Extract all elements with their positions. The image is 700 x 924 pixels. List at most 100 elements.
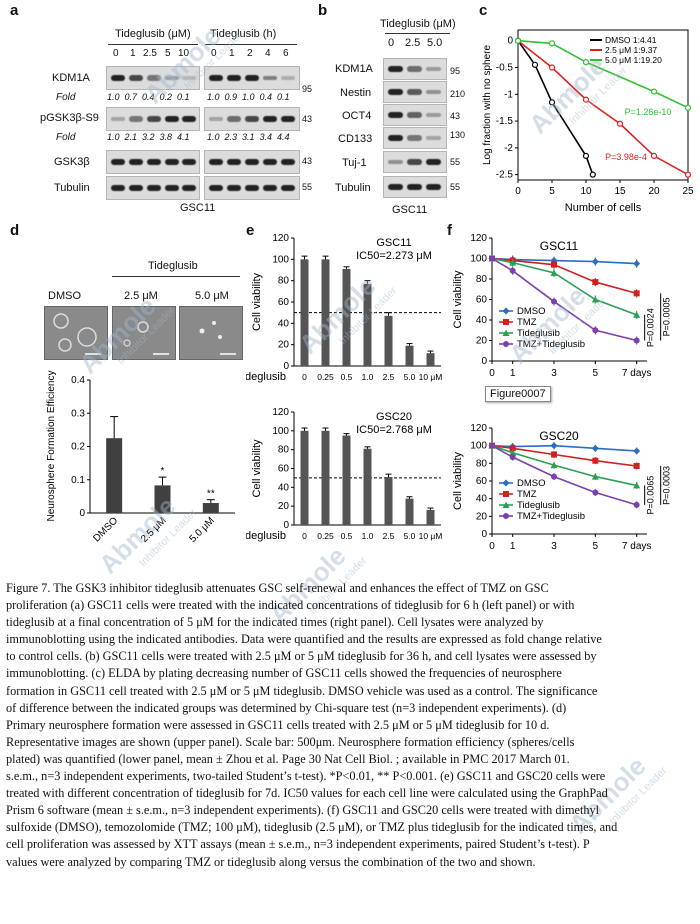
panel-letter-e: e (246, 222, 255, 239)
x-tick-label: 7 days (622, 541, 651, 552)
data-point (582, 59, 590, 66)
chart-c: 0 5 10 15 20 25 0 -0.5 -1 -1.5 -2 -2.5 Number of cel… (482, 29, 694, 214)
chart-subtitle: IC50=2.273 μM (356, 250, 432, 262)
y-tick-label: 100 (470, 441, 487, 452)
legend-entry: 5.0 μM 1:19.20 (605, 55, 662, 65)
data-point (502, 329, 510, 336)
caption-line: sulfoxide (DMSO), temozolomide (TMZ; 100… (6, 820, 618, 835)
x-tick-label: DMSO (91, 515, 120, 544)
chart-subtitle: IC50=2.768 μM (356, 424, 432, 436)
y-tick-label: 0 (283, 520, 289, 531)
legend-entry: DMSO (517, 478, 546, 489)
b-mw: 55 (450, 182, 461, 192)
data-point (591, 473, 599, 480)
bar (384, 315, 393, 366)
bar (202, 503, 219, 513)
plot-frame (517, 29, 689, 181)
d-image-label: 2.5 μM (124, 290, 158, 302)
caption-line: cell proliferation was assessed by XTT a… (6, 837, 590, 852)
a-fold2-left: 1.0 2.1 3.2 3.8 4.1 (107, 132, 190, 142)
a-tick: 5 (165, 48, 171, 59)
legend-entry: TMZ (517, 489, 537, 500)
y-tick-label: 0 (507, 36, 513, 47)
annotation-p: P=1.26e-10 (625, 107, 672, 117)
blot-kdm1a-conc (106, 66, 200, 90)
data-point (531, 61, 539, 68)
data-point (489, 442, 495, 449)
x-tick-label: 0 (302, 531, 307, 541)
a-row-label: Fold (56, 132, 76, 143)
bar (363, 448, 372, 525)
a-row-label: GSK3β (54, 156, 90, 168)
caption-line: values were analyzed by comparing TMZ or… (6, 854, 536, 869)
y-axis-label: Cell viability (251, 439, 263, 498)
blot-b-kdm1a (383, 58, 447, 80)
caption-line: proliferation (a) GSC11 cells were treat… (6, 598, 575, 613)
a-row-label: Tubulin (54, 182, 90, 194)
a-tick: 0 (211, 48, 217, 59)
x-tick-label: 7 days (622, 368, 651, 379)
x-tick-label: 0.25 (317, 531, 334, 541)
y-tick-label: -0.5 (496, 63, 514, 74)
chart-d: 0 0.1 0.2 0.3 0.4 Neurosphere Formation Effic… (46, 371, 235, 545)
a-fold1-left: 1.0 0.7 0.4 0.2 0.1 (107, 92, 190, 102)
chart-title: GSC11 (376, 237, 411, 249)
figure-tooltip[interactable]: Figure0007 (485, 386, 551, 402)
y-axis-label: Log fraction with no sphere (482, 45, 493, 166)
bar (342, 435, 351, 525)
micrograph-2-5uM (112, 306, 176, 360)
caption-line: s.e.m., n=3 independent experiments, two… (6, 769, 606, 784)
a-row-label: KDM1A (52, 72, 90, 84)
chart-title: GSC20 (376, 411, 412, 423)
blot-b-tuj1 (383, 151, 447, 173)
x-tick-label: 1.0 (362, 372, 374, 382)
y-tick-label: 0 (481, 356, 487, 367)
b-header: Tideglusib (μM) (380, 18, 456, 30)
x-axis-label: Tideglusib (246, 530, 286, 542)
panel-letter-d: d (10, 222, 20, 239)
data-point (582, 152, 590, 159)
bar (426, 509, 435, 525)
a-tick: 2 (247, 48, 253, 59)
caption-line: Representative images are shown (upper p… (6, 734, 575, 749)
x-tick-label: 0 (515, 186, 521, 197)
series-line (517, 40, 689, 176)
data-point (548, 64, 556, 71)
bar (321, 259, 330, 366)
y-tick-label: 100 (272, 426, 289, 437)
x-tick-label: 10 μM (419, 372, 443, 382)
data-point (551, 298, 557, 305)
b-row-label: Tubulin (335, 182, 371, 194)
chart-f-gsc11: 0 20 40 60 80 100 120 0 1 3 5 7 days Cell viability G… (452, 233, 672, 379)
blot-b-oct4 (383, 104, 447, 126)
b-row-label: Tuj-1 (342, 157, 367, 169)
b-row-label: CD133 (338, 133, 373, 145)
data-point (489, 255, 495, 262)
y-tick-label: 80 (278, 276, 290, 287)
bar (342, 268, 351, 366)
b-cell-line: GSC11 (392, 204, 428, 216)
d-header: Tideglusib (148, 260, 198, 272)
blot-b-cd133 (383, 127, 447, 149)
x-tick-label: 0 (489, 541, 495, 552)
data-point (684, 104, 692, 111)
data-point (502, 479, 510, 487)
a-mw: 43 (302, 156, 313, 166)
y-tick-label: 40 (476, 315, 488, 326)
blot-gsk3b-conc (106, 150, 200, 174)
y-tick-label: 100 (272, 254, 289, 265)
a-tick: 2.5 (143, 48, 157, 59)
y-axis-label: Cell viability (452, 451, 464, 510)
bar (300, 259, 309, 366)
x-tick-label: 1 (510, 541, 516, 552)
legend-entry: TMZ+Tideglusib (517, 511, 585, 522)
x-tick-label: 3 (551, 541, 557, 552)
data-point (592, 327, 599, 334)
data-point (550, 269, 558, 276)
y-tick-label: 0.1 (71, 475, 85, 486)
micrograph-dmso (44, 306, 108, 360)
data-point (650, 152, 658, 159)
x-tick-label: 0.25 (317, 372, 334, 382)
y-tick-label: -1.5 (496, 116, 514, 127)
y-tick-label: 80 (476, 274, 488, 285)
